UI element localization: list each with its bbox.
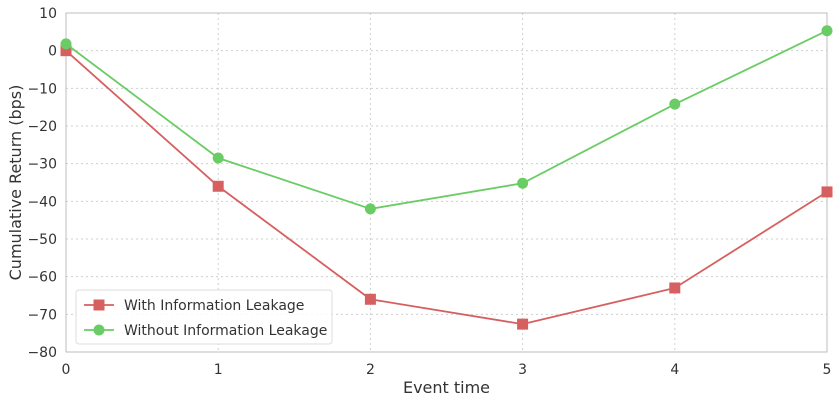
series-line [65,49,828,326]
y-tick-label: −20 [27,119,57,135]
x-tick-label: 4 [670,362,679,378]
y-axis-ticks: 10 0 −10 −20 −30 −40 −50 −60 −70 −80 [27,6,57,361]
data-point [60,38,72,50]
data-point [60,45,72,57]
y-tick-label: −60 [27,270,57,286]
legend-swatch-marker [93,299,105,311]
legend-swatch-marker [93,324,105,336]
series-2 [60,25,833,215]
y-tick-label: −10 [27,81,57,97]
y-tick-label: −80 [27,345,57,361]
data-point [821,25,833,37]
y-tick-label: −50 [27,232,57,248]
data-point [212,152,224,164]
x-tick-label: 2 [366,362,375,378]
legend-label: With Information Leakage [124,298,304,314]
x-tick-label: 3 [518,362,527,378]
legend-item: With Information Leakage [84,298,304,314]
data-point [669,98,681,110]
data-point [821,186,833,198]
y-axis-label: Cumulative Return (bps) [6,85,25,281]
series-line [65,29,828,210]
data-point [517,318,529,330]
y-tick-label: −40 [27,194,57,210]
legend: With Information Leakage Without Informat… [75,289,333,345]
x-axis-ticks: 0 1 2 3 4 5 [62,362,832,378]
data-point [517,177,529,189]
x-tick-label: 0 [62,362,71,378]
legend-box [75,289,333,345]
y-tick-label: 10 [39,6,57,22]
series-group [60,25,833,330]
plot-frame [65,12,828,353]
y-tick-label: −30 [27,157,57,173]
data-point [212,180,224,192]
x-tick-label: 1 [214,362,223,378]
legend-item: Without Information Leakage [84,323,327,339]
series-1 [60,45,833,330]
x-axis-label: Event time [403,378,490,397]
x-tick-label: 5 [823,362,832,378]
data-point [364,293,376,305]
legend-label: Without Information Leakage [124,323,327,339]
data-point [364,203,376,215]
y-tick-label: −70 [27,307,57,323]
data-point [669,282,681,294]
y-tick-label: 0 [48,44,57,60]
